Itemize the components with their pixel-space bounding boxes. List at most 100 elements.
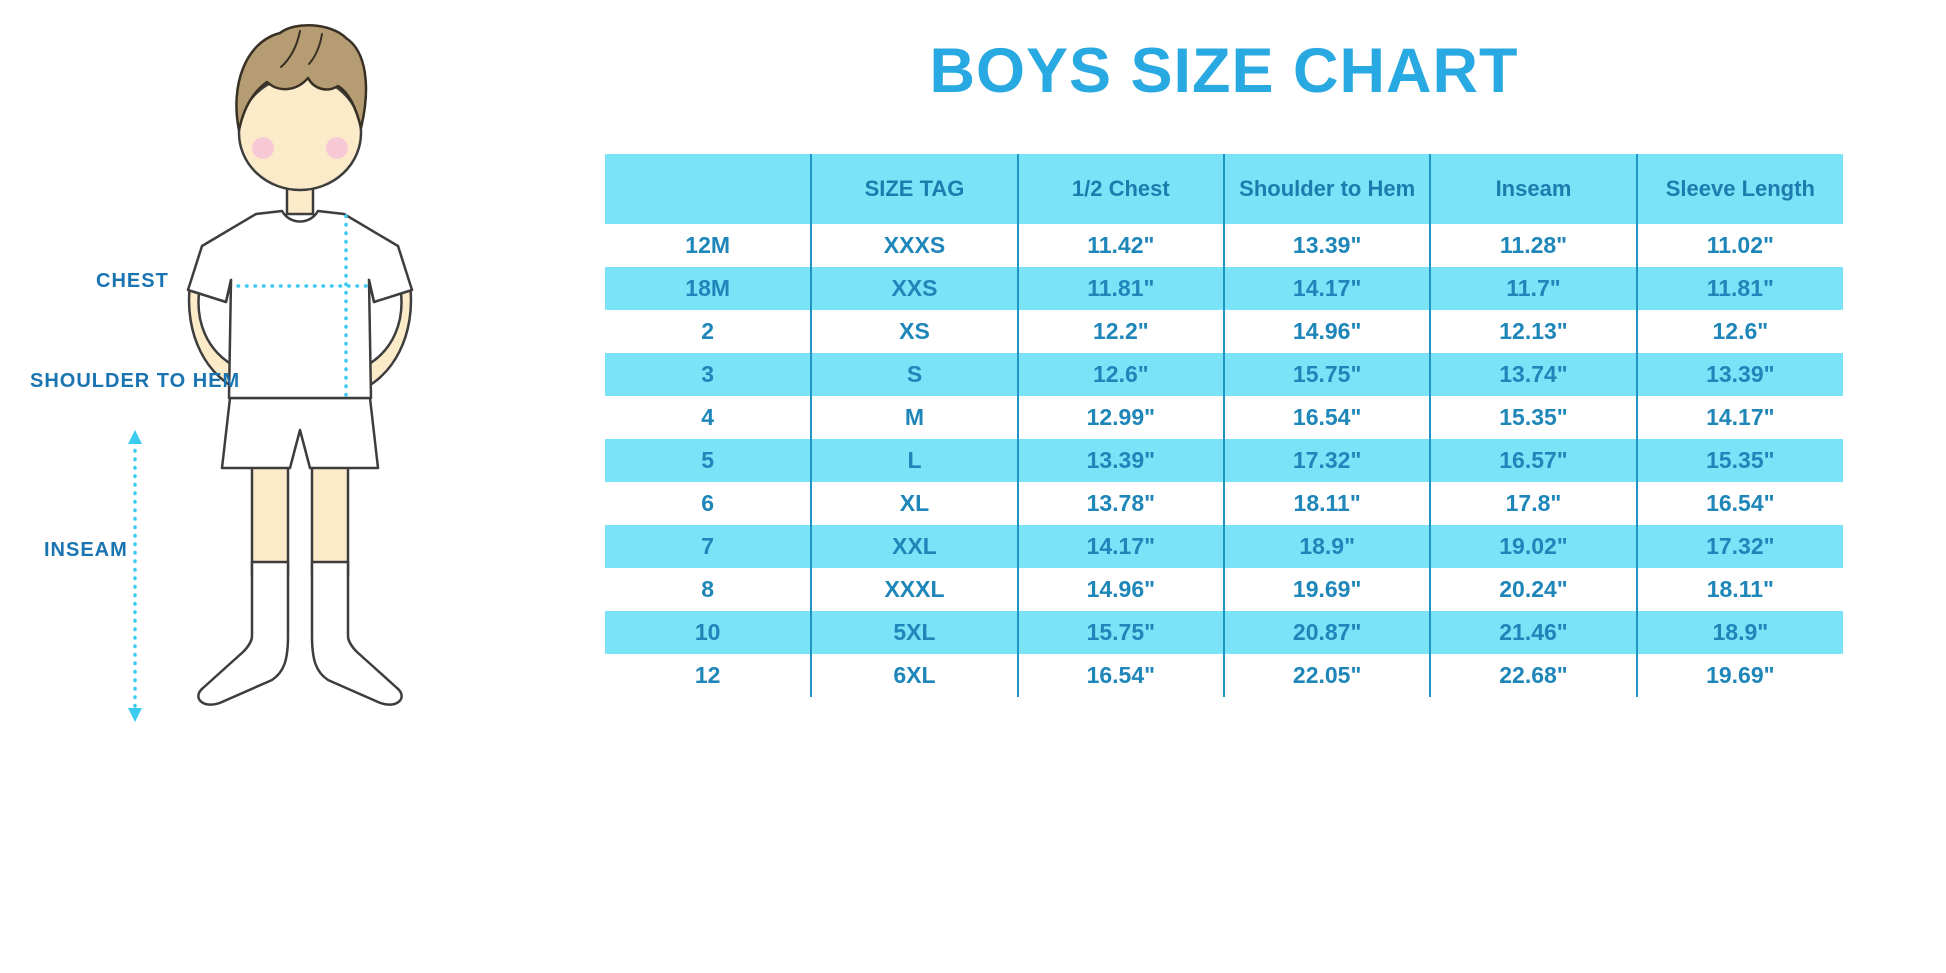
cell-shoulder-to-hem: 18.9"	[1223, 525, 1432, 569]
boy-face	[237, 74, 363, 192]
size-table-header: SIZE TAG 1/2 Chest Shoulder to Hem Insea…	[605, 154, 1843, 225]
shoulder-to-hem-label: SHOULDER TO HEM	[30, 370, 241, 392]
boy-right-cheek	[326, 137, 348, 159]
cell-size-tag: XXL	[811, 525, 1019, 569]
header-cell-sleeve-length: Sleeve Length	[1636, 154, 1843, 225]
cell-size-tag: S	[811, 353, 1019, 397]
boy-left-cheek	[252, 137, 274, 159]
cell-half-chest: 14.96"	[1017, 568, 1225, 612]
cell-shoulder-to-hem: 15.75"	[1223, 353, 1432, 397]
table-row: 18M XXS 11.81" 14.17" 11.7" 11.81"	[605, 267, 1843, 311]
inseam-arrow-down-icon	[128, 708, 142, 722]
cell-sleeve-length: 18.9"	[1636, 611, 1843, 655]
cell-sleeve-length: 12.6"	[1636, 310, 1843, 354]
boy-right-sock	[310, 560, 403, 706]
cell-shoulder-to-hem: 16.54"	[1223, 396, 1432, 440]
boy-right-leg	[310, 453, 350, 577]
cell-size-tag: 6XL	[811, 654, 1019, 698]
header-cell-inseam: Inseam	[1430, 154, 1638, 225]
chest-label: CHEST	[96, 270, 169, 292]
cell-inseam: 19.02"	[1430, 525, 1638, 569]
boy-left-sock	[197, 560, 290, 706]
cell-half-chest: 16.54"	[1017, 654, 1225, 698]
boy-shorts	[220, 396, 380, 470]
page-title: BOYS SIZE CHART	[929, 36, 1519, 106]
cell-shoulder-to-hem: 13.39"	[1223, 224, 1432, 268]
size-table: SIZE TAG 1/2 Chest Shoulder to Hem Insea…	[605, 154, 1843, 698]
cell-inseam: 22.68"	[1430, 654, 1638, 698]
size-chart-panel: BOYS SIZE CHART SIZE TAG 1/2 Chest Shoul…	[605, 36, 1843, 698]
table-row: 12 6XL 16.54" 22.05" 22.68" 19.69"	[605, 654, 1843, 698]
cell-age: 12M	[605, 224, 813, 268]
cell-half-chest: 11.81"	[1017, 267, 1225, 311]
header-cell-half-chest: 1/2 Chest	[1017, 154, 1225, 225]
cell-size-tag: L	[811, 439, 1019, 483]
table-row: 5 L 13.39" 17.32" 16.57" 15.35"	[605, 439, 1843, 483]
cell-shoulder-to-hem: 17.32"	[1223, 439, 1432, 483]
cell-inseam: 11.28"	[1430, 224, 1638, 268]
cell-half-chest: 13.78"	[1017, 482, 1225, 526]
boy-hair-strands	[280, 30, 323, 68]
cell-age: 18M	[605, 267, 813, 311]
cell-shoulder-to-hem: 20.87"	[1223, 611, 1432, 655]
cell-sleeve-length: 14.17"	[1636, 396, 1843, 440]
cell-age: 12	[605, 654, 813, 698]
table-row: 7 XXL 14.17" 18.9" 19.02" 17.32"	[605, 525, 1843, 569]
table-row: 4 M 12.99" 16.54" 15.35" 14.17"	[605, 396, 1843, 440]
cell-sleeve-length: 18.11"	[1636, 568, 1843, 612]
table-row: 12M XXXS 11.42" 13.39" 11.28" 11.02"	[605, 224, 1843, 268]
cell-shoulder-to-hem: 18.11"	[1223, 482, 1432, 526]
cell-sleeve-length: 19.69"	[1636, 654, 1843, 698]
cell-shoulder-to-hem: 22.05"	[1223, 654, 1432, 698]
cell-inseam: 13.74"	[1430, 353, 1638, 397]
table-row: 10 5XL 15.75" 20.87" 21.46" 18.9"	[605, 611, 1843, 655]
cell-sleeve-length: 15.35"	[1636, 439, 1843, 483]
cell-shoulder-to-hem: 14.96"	[1223, 310, 1432, 354]
cell-size-tag: XXXS	[811, 224, 1019, 268]
cell-shoulder-to-hem: 19.69"	[1223, 568, 1432, 612]
cell-age: 5	[605, 439, 813, 483]
table-row: 2 XS 12.2" 14.96" 12.13" 12.6"	[605, 310, 1843, 354]
boy-sleeve-seams	[224, 278, 376, 304]
cell-age: 3	[605, 353, 813, 397]
header-cell-shoulder-to-hem: Shoulder to Hem	[1223, 154, 1432, 225]
table-row: 3 S 12.6" 15.75" 13.74" 13.39"	[605, 353, 1843, 397]
cell-sleeve-length: 17.32"	[1636, 525, 1843, 569]
cell-inseam: 20.24"	[1430, 568, 1638, 612]
cell-size-tag: XL	[811, 482, 1019, 526]
cell-age: 4	[605, 396, 813, 440]
cell-size-tag: 5XL	[811, 611, 1019, 655]
cell-sleeve-length: 13.39"	[1636, 353, 1843, 397]
cell-size-tag: M	[811, 396, 1019, 440]
cell-inseam: 12.13"	[1430, 310, 1638, 354]
inseam-label: INSEAM	[44, 539, 128, 561]
header-row: SIZE TAG 1/2 Chest Shoulder to Hem Insea…	[605, 154, 1843, 225]
boy-hair	[235, 23, 368, 132]
cell-half-chest: 14.17"	[1017, 525, 1225, 569]
cell-inseam: 16.57"	[1430, 439, 1638, 483]
cell-size-tag: XXS	[811, 267, 1019, 311]
inseam-arrow-up-icon	[128, 430, 142, 444]
cell-age: 7	[605, 525, 813, 569]
cell-inseam: 21.46"	[1430, 611, 1638, 655]
cell-sleeve-length: 16.54"	[1636, 482, 1843, 526]
cell-sleeve-length: 11.02"	[1636, 224, 1843, 268]
cell-size-tag: XS	[811, 310, 1019, 354]
boy-illustration	[128, 23, 414, 722]
cell-half-chest: 12.6"	[1017, 353, 1225, 397]
boy-left-leg	[250, 453, 290, 577]
cell-inseam: 11.7"	[1430, 267, 1638, 311]
header-cell-age	[605, 154, 813, 225]
table-row: 8 XXXL 14.96" 19.69" 20.24" 18.11"	[605, 568, 1843, 612]
cell-half-chest: 11.42"	[1017, 224, 1225, 268]
cell-age: 8	[605, 568, 813, 612]
header-cell-size-tag: SIZE TAG	[811, 154, 1019, 225]
cell-half-chest: 12.2"	[1017, 310, 1225, 354]
cell-inseam: 17.8"	[1430, 482, 1638, 526]
cell-size-tag: XXXL	[811, 568, 1019, 612]
cell-age: 10	[605, 611, 813, 655]
cell-age: 2	[605, 310, 813, 354]
cell-half-chest: 13.39"	[1017, 439, 1225, 483]
cell-half-chest: 12.99"	[1017, 396, 1225, 440]
